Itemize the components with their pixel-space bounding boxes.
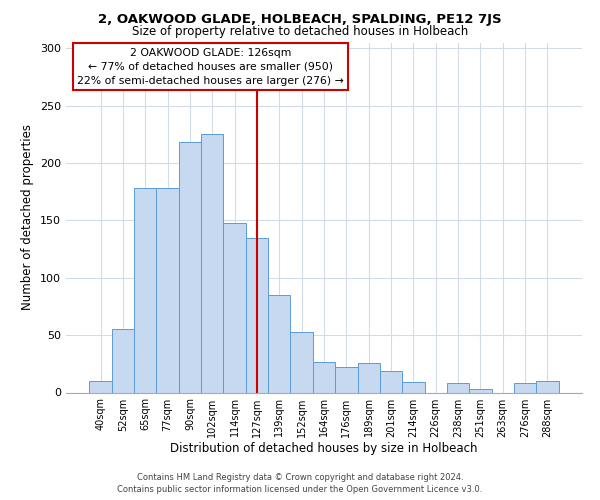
Bar xyxy=(469,389,491,392)
Bar xyxy=(268,295,290,392)
Text: Contains HM Land Registry data © Crown copyright and database right 2024.
Contai: Contains HM Land Registry data © Crown c… xyxy=(118,472,482,494)
Bar xyxy=(335,368,358,392)
Y-axis label: Number of detached properties: Number of detached properties xyxy=(22,124,34,310)
Bar xyxy=(514,384,536,392)
Text: 2, OAKWOOD GLADE, HOLBEACH, SPALDING, PE12 7JS: 2, OAKWOOD GLADE, HOLBEACH, SPALDING, PE… xyxy=(98,12,502,26)
Bar xyxy=(313,362,335,392)
Bar xyxy=(380,370,402,392)
Bar xyxy=(447,384,469,392)
Bar xyxy=(246,238,268,392)
Bar xyxy=(402,382,425,392)
Bar xyxy=(536,381,559,392)
X-axis label: Distribution of detached houses by size in Holbeach: Distribution of detached houses by size … xyxy=(170,442,478,456)
Text: Size of property relative to detached houses in Holbeach: Size of property relative to detached ho… xyxy=(132,25,468,38)
Bar xyxy=(89,381,112,392)
Text: 2 OAKWOOD GLADE: 126sqm
← 77% of detached houses are smaller (950)
22% of semi-d: 2 OAKWOOD GLADE: 126sqm ← 77% of detache… xyxy=(77,48,344,86)
Bar xyxy=(134,188,157,392)
Bar xyxy=(179,142,201,392)
Bar xyxy=(358,362,380,392)
Bar xyxy=(290,332,313,392)
Bar xyxy=(201,134,223,392)
Bar xyxy=(112,330,134,392)
Bar xyxy=(223,222,246,392)
Bar xyxy=(157,188,179,392)
